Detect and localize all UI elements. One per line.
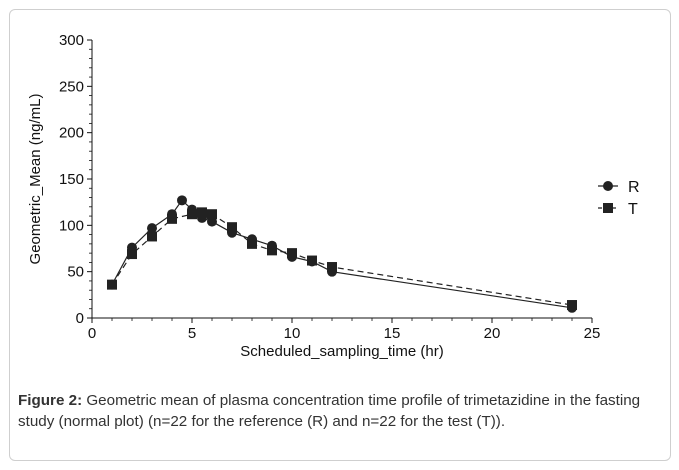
x-tick-label: 5 xyxy=(188,325,196,342)
data-point-T xyxy=(187,209,197,220)
x-axis-title: Scheduled_sampling_time (hr) xyxy=(240,343,443,360)
data-point-T xyxy=(147,231,157,242)
data-point-T xyxy=(307,255,317,266)
x-tick-label: 25 xyxy=(584,325,601,342)
legend-marker-R xyxy=(603,181,613,191)
series-line-R xyxy=(111,199,573,309)
data-point-T xyxy=(327,262,337,273)
caption-label: Figure 2: xyxy=(18,392,83,409)
caption-text: Geometric mean of plasma concentration t… xyxy=(18,392,641,430)
data-point-T xyxy=(197,207,207,218)
y-tick-label: 100 xyxy=(59,217,84,234)
x-tick-label: 20 xyxy=(484,325,501,342)
data-point-T xyxy=(567,300,577,311)
figure-frame xyxy=(9,9,671,461)
y-tick-label: 0 xyxy=(76,310,84,327)
y-tick-label: 200 xyxy=(59,125,84,142)
legend-item-R: R xyxy=(598,179,640,196)
series-line-T xyxy=(111,211,573,306)
x-tick-label: 0 xyxy=(88,325,96,342)
legend-label-T: T xyxy=(628,201,638,218)
chart-svg: 0 50 100 150 200 250 300 0 5 10 15 20 25 RT Schedule… xyxy=(27,32,640,360)
x-tick-label: 10 xyxy=(284,325,301,342)
data-point-T xyxy=(287,248,297,259)
legend-marker-T xyxy=(603,203,613,213)
y-tick-label: 50 xyxy=(67,264,84,281)
x-tick-label: 15 xyxy=(384,325,401,342)
data-point-T xyxy=(267,245,277,256)
data-point-T xyxy=(127,249,137,260)
y-axis-title: Geometric_Mean (ng/mL) xyxy=(27,94,44,265)
series-layer xyxy=(107,195,577,313)
data-point-T xyxy=(207,209,217,220)
legend: RT xyxy=(598,179,640,218)
y-tick-label: 150 xyxy=(59,171,84,188)
data-point-T xyxy=(227,222,237,233)
legend-item-T: T xyxy=(598,201,638,218)
legend-label-R: R xyxy=(628,179,640,196)
data-point-T xyxy=(167,213,177,224)
data-point-T xyxy=(107,279,117,290)
figure-caption: Figure 2: Geometric mean of plasma conce… xyxy=(18,390,658,432)
data-point-R xyxy=(147,223,157,234)
data-point-T xyxy=(247,238,257,249)
axes: 0 50 100 150 200 250 300 0 5 10 15 20 25 xyxy=(59,32,600,342)
series-T xyxy=(107,207,577,311)
y-tick-label: 300 xyxy=(59,32,84,49)
data-point-R xyxy=(177,195,187,206)
y-tick-label: 250 xyxy=(59,78,84,95)
